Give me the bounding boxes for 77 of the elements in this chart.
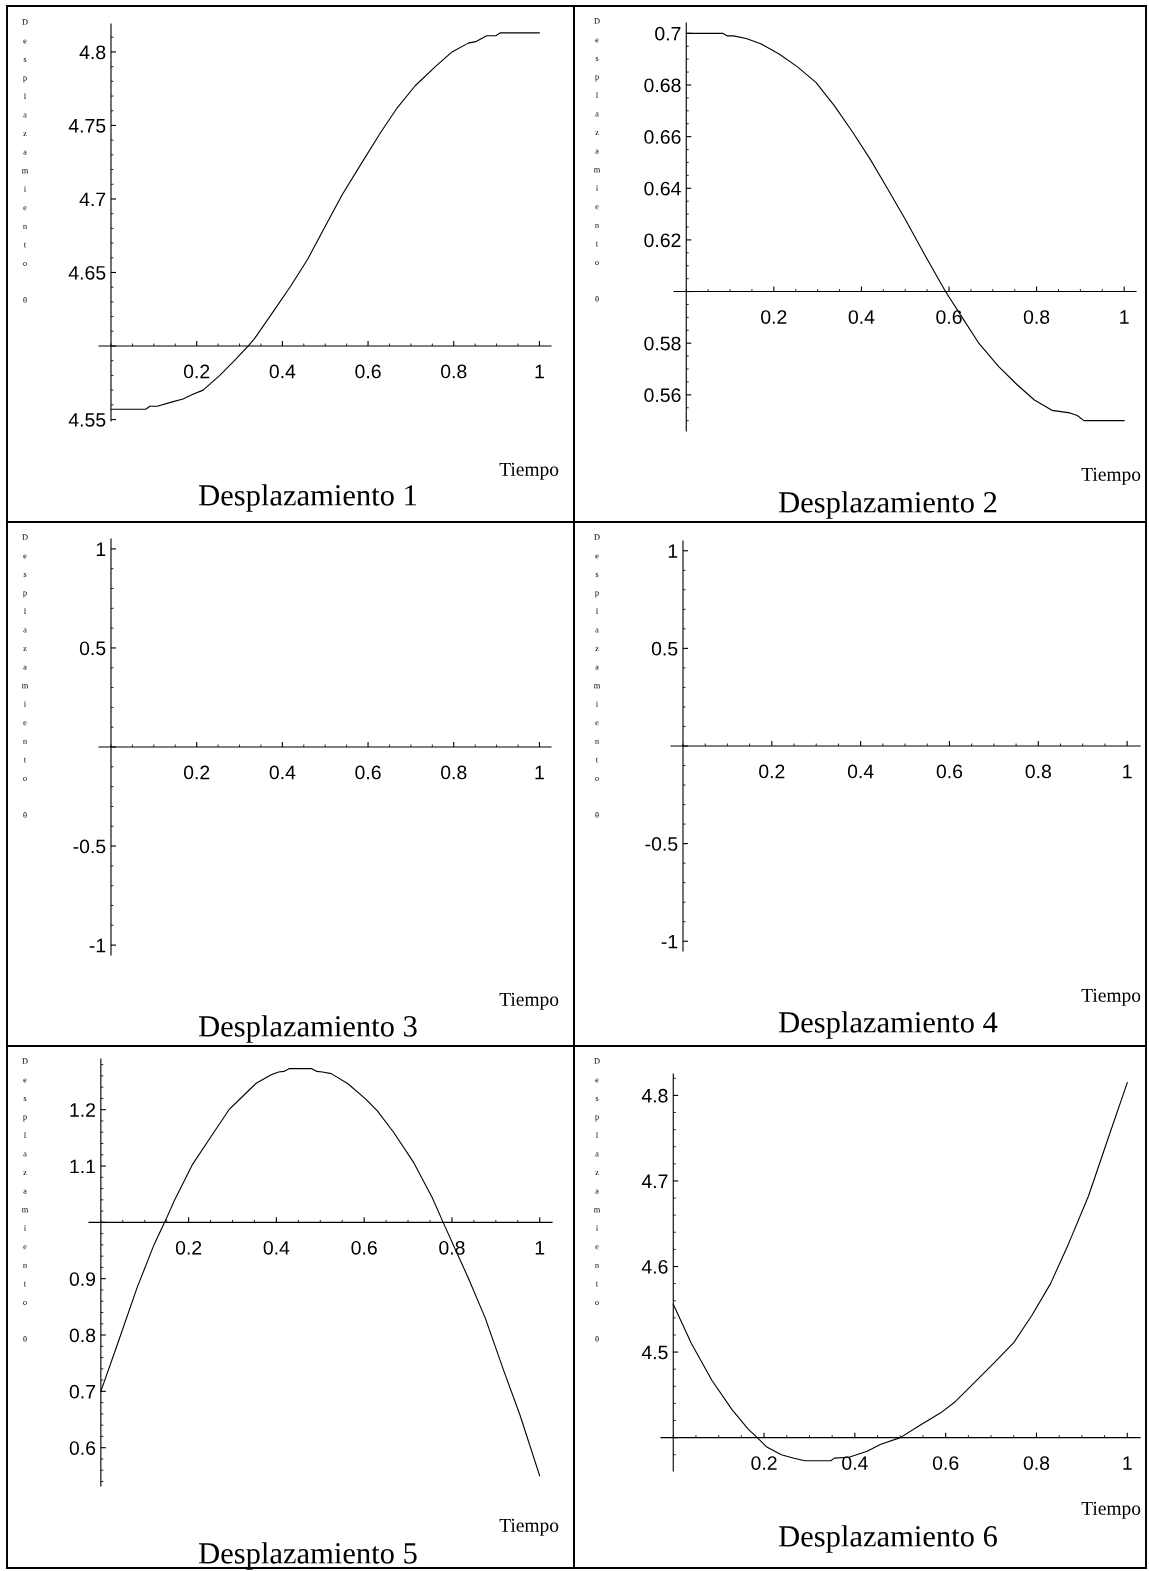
text: Desplazamiento θ <box>593 1058 601 1343</box>
y-tick-label: 0.7 <box>655 26 681 41</box>
y-tick-label: 0.6 <box>69 1441 96 1455</box>
y-tick-label: 0.7 <box>69 1384 96 1399</box>
y-tick-label: 0.56 <box>644 388 681 403</box>
x-tick-label: 0.8 <box>440 765 467 780</box>
y-tick-label: -0.5 <box>645 837 678 851</box>
x-tick-label: 0.2 <box>759 764 785 779</box>
x-tick-label: 1 <box>535 1241 545 1255</box>
x-axis-title: Tiempo <box>499 992 559 1010</box>
x-tick-label: 0.8 <box>1023 310 1050 324</box>
y-tick-label: 0.5 <box>651 641 678 656</box>
x-tick-label: 0.2 <box>751 1456 777 1470</box>
y-tick-label: 1 <box>96 542 106 556</box>
text: Desplazamiento θ <box>21 1058 29 1343</box>
x-tick-label: 0.4 <box>848 310 875 324</box>
y-tick-label: 1 <box>668 544 678 558</box>
x-tick-label: 0.4 <box>263 1240 290 1255</box>
x-tick-label: 0.2 <box>175 1240 202 1255</box>
y-tick-label: 4.7 <box>79 192 106 207</box>
y-tick-label: 4.8 <box>79 45 106 60</box>
x-tick-label: 0.6 <box>355 765 381 780</box>
text: Desplazamiento 5 <box>199 1542 417 1570</box>
y-tick-label: 1.1 <box>70 1159 96 1174</box>
x-tick-label: 1 <box>1120 310 1129 324</box>
x-tick-label: 0.6 <box>936 764 963 779</box>
y-tick-label: 0.64 <box>644 181 681 196</box>
y-tick-label: 4.5 <box>641 1345 668 1360</box>
y-tick-label: 4.8 <box>641 1088 668 1103</box>
x-tick-label: 0.4 <box>842 1456 868 1470</box>
text: Desplazamiento θ <box>21 534 29 819</box>
x-tick-label: 0.4 <box>269 765 296 780</box>
y-tick-label: -1 <box>89 938 106 953</box>
x-tick-label: 0.4 <box>847 764 874 779</box>
y-tick-label: 0.9 <box>69 1272 96 1286</box>
x-axis-title: Tiempo <box>499 1518 559 1536</box>
x-tick-label: 0.2 <box>183 364 210 379</box>
x-tick-label: 0.8 <box>1025 764 1051 779</box>
text: Desplazamiento 3 <box>199 1015 417 1043</box>
x-tick-label: 0.6 <box>936 310 962 324</box>
x-tick-label: 1 <box>535 364 544 379</box>
y-tick-label: 4.7 <box>641 1174 668 1188</box>
y-tick-label: 4.75 <box>68 119 106 133</box>
text: Desplazamiento θ <box>593 534 601 819</box>
y-tick-label: 0.8 <box>69 1328 96 1343</box>
x-tick-label: 0.6 <box>355 364 381 379</box>
y-tick-label: 0.62 <box>644 233 681 248</box>
x-tick-label: 1 <box>535 765 544 780</box>
x-tick-label: 0.8 <box>1023 1456 1050 1470</box>
x-tick-label: 0.4 <box>269 364 296 379</box>
y-tick-label: -1 <box>661 934 678 949</box>
text: Desplazamiento 6 <box>779 1525 997 1553</box>
text: Desplazamiento 4 <box>779 1011 998 1039</box>
x-axis-title: Tiempo <box>1081 1501 1141 1519</box>
y-tick-label: 4.55 <box>68 413 106 427</box>
x-tick-label: 0.2 <box>761 310 787 324</box>
y-tick-label: 4.65 <box>68 265 106 280</box>
x-axis-title: Tiempo <box>1081 467 1141 485</box>
text: Desplazamiento 2 <box>779 491 997 519</box>
x-tick-label: 1 <box>1123 1456 1132 1470</box>
y-tick-label: -0.5 <box>73 839 106 854</box>
x-tick-label: 0.6 <box>351 1240 377 1255</box>
y-tick-label: 0.66 <box>644 130 681 144</box>
text: Desplazamiento θ <box>593 18 601 303</box>
x-axis-title: Tiempo <box>499 462 559 480</box>
x-tick-label: 0.8 <box>440 364 467 379</box>
text: Desplazamiento θ <box>21 19 29 304</box>
y-tick-label: 1.2 <box>70 1103 96 1117</box>
x-tick-label: 0.6 <box>932 1456 959 1470</box>
x-tick-label: 0.2 <box>183 765 210 780</box>
x-tick-label: 1 <box>1123 764 1132 779</box>
y-tick-label: 0.58 <box>644 336 681 351</box>
y-tick-label: 0.68 <box>644 78 681 93</box>
y-tick-label: 4.6 <box>641 1259 668 1274</box>
x-axis-title: Tiempo <box>1081 988 1141 1006</box>
text: Desplazamiento 1 <box>199 484 417 512</box>
y-tick-label: 0.5 <box>79 641 106 656</box>
